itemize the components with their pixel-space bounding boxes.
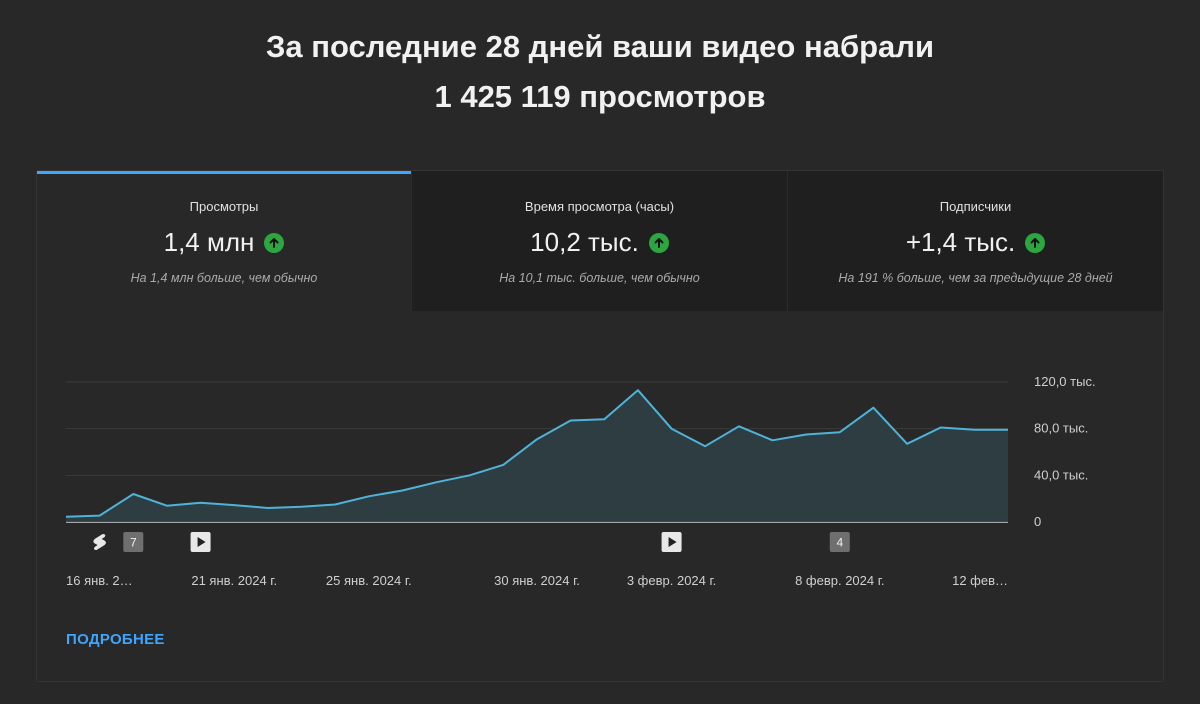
- tab-label: Просмотры: [189, 199, 259, 214]
- data-point: [1006, 427, 1011, 432]
- data-point: [703, 444, 708, 449]
- tab-subscribers[interactable]: Подписчики +1,4 тыс. На 191 % больше, че…: [788, 171, 1163, 311]
- tab-watch-time[interactable]: Время просмотра (часы) 10,2 тыс. На 10,1…: [412, 171, 788, 311]
- data-point: [972, 427, 977, 432]
- data-point: [400, 488, 405, 493]
- data-point: [837, 430, 842, 435]
- analytics-card: Просмотры 1,4 млн На 1,4 млн больше, чем…: [36, 170, 1164, 682]
- arrow-up-circle-icon: [264, 232, 285, 253]
- tab-value: 1,4 млн: [163, 227, 255, 257]
- y-tick-label: 120,0 тыс.: [1034, 374, 1096, 389]
- data-point: [568, 418, 573, 423]
- marker-count-label: 7: [130, 536, 137, 550]
- play-icon: [668, 537, 677, 547]
- arrow-up-circle-icon: [648, 232, 669, 253]
- marker-count-label: 4: [836, 536, 843, 550]
- tab-value: 10,2 тыс.: [530, 227, 639, 257]
- tab-value-row: +1,4 тыс.: [788, 227, 1163, 258]
- tab-label: Подписчики: [939, 199, 1012, 214]
- data-point: [905, 441, 910, 446]
- video-count-marker: [123, 532, 144, 552]
- x-tick-label: 16 янв. 2…: [66, 573, 133, 588]
- data-point: [265, 506, 270, 511]
- data-point: [97, 513, 102, 518]
- more-details-link[interactable]: ПОДРОБНЕЕ: [66, 631, 165, 648]
- shorts-icon: [93, 534, 106, 550]
- y-tick-label: 0: [1034, 514, 1041, 529]
- tab-value: +1,4 тыс.: [905, 227, 1016, 257]
- data-point: [198, 500, 203, 505]
- data-point: [871, 405, 876, 410]
- y-tick-label: 80,0 тыс.: [1034, 421, 1088, 436]
- arrow-up-circle-icon: [1025, 232, 1046, 253]
- tab-views[interactable]: Просмотры 1,4 млн На 1,4 млн больше, чем…: [37, 171, 412, 311]
- headline-total-views: 1 425 119 просмотров: [434, 79, 766, 114]
- data-point: [736, 424, 741, 429]
- data-point: [669, 426, 674, 431]
- data-point: [804, 432, 809, 437]
- headline-line-1: За последние 28 дней ваши видео набрали: [265, 29, 935, 64]
- tab-label: Время просмотра (часы): [524, 199, 675, 214]
- page-headline: За последние 28 дней ваши видео набрали …: [0, 22, 1200, 122]
- data-point: [299, 504, 304, 509]
- data-point: [535, 437, 540, 442]
- tab-note: На 191 % больше, чем за предыдущие 28 дн…: [838, 271, 1113, 285]
- views-series-line: [65, 389, 1008, 518]
- x-tick-label: 3 февр. 2024 г.: [627, 573, 716, 588]
- metric-tabs: Просмотры 1,4 млн На 1,4 млн больше, чем…: [37, 171, 1163, 311]
- data-point: [131, 492, 136, 497]
- tab-value-row: 1,4 млн: [37, 227, 411, 258]
- data-point: [770, 438, 775, 443]
- data-point: [366, 494, 371, 499]
- data-point: [333, 502, 338, 507]
- x-tick-label: 25 янв. 2024 г.: [326, 573, 412, 588]
- tab-value-row: 10,2 тыс.: [412, 227, 787, 258]
- data-point: [64, 514, 69, 519]
- tab-note: На 10,1 тыс. больше, чем обычно: [499, 271, 700, 285]
- data-point: [467, 473, 472, 478]
- x-tick-label: 30 янв. 2024 г.: [494, 573, 580, 588]
- views-area-fill: [66, 390, 1008, 522]
- tab-note: На 1,4 млн больше, чем обычно: [130, 271, 318, 285]
- data-point: [164, 503, 169, 508]
- video-count-marker: [829, 532, 850, 552]
- x-tick-label: 8 февр. 2024 г.: [795, 573, 884, 588]
- data-point: [434, 480, 439, 485]
- x-tick-label: 21 янв. 2024 г.: [191, 573, 277, 588]
- y-tick-label: 40,0 тыс.: [1034, 467, 1088, 482]
- x-tick-label: 12 фев…: [952, 573, 1008, 588]
- data-point: [501, 462, 506, 467]
- data-point: [602, 417, 607, 422]
- data-point: [635, 388, 640, 393]
- play-icon: [197, 537, 206, 547]
- data-point: [232, 503, 237, 508]
- data-point: [938, 425, 943, 430]
